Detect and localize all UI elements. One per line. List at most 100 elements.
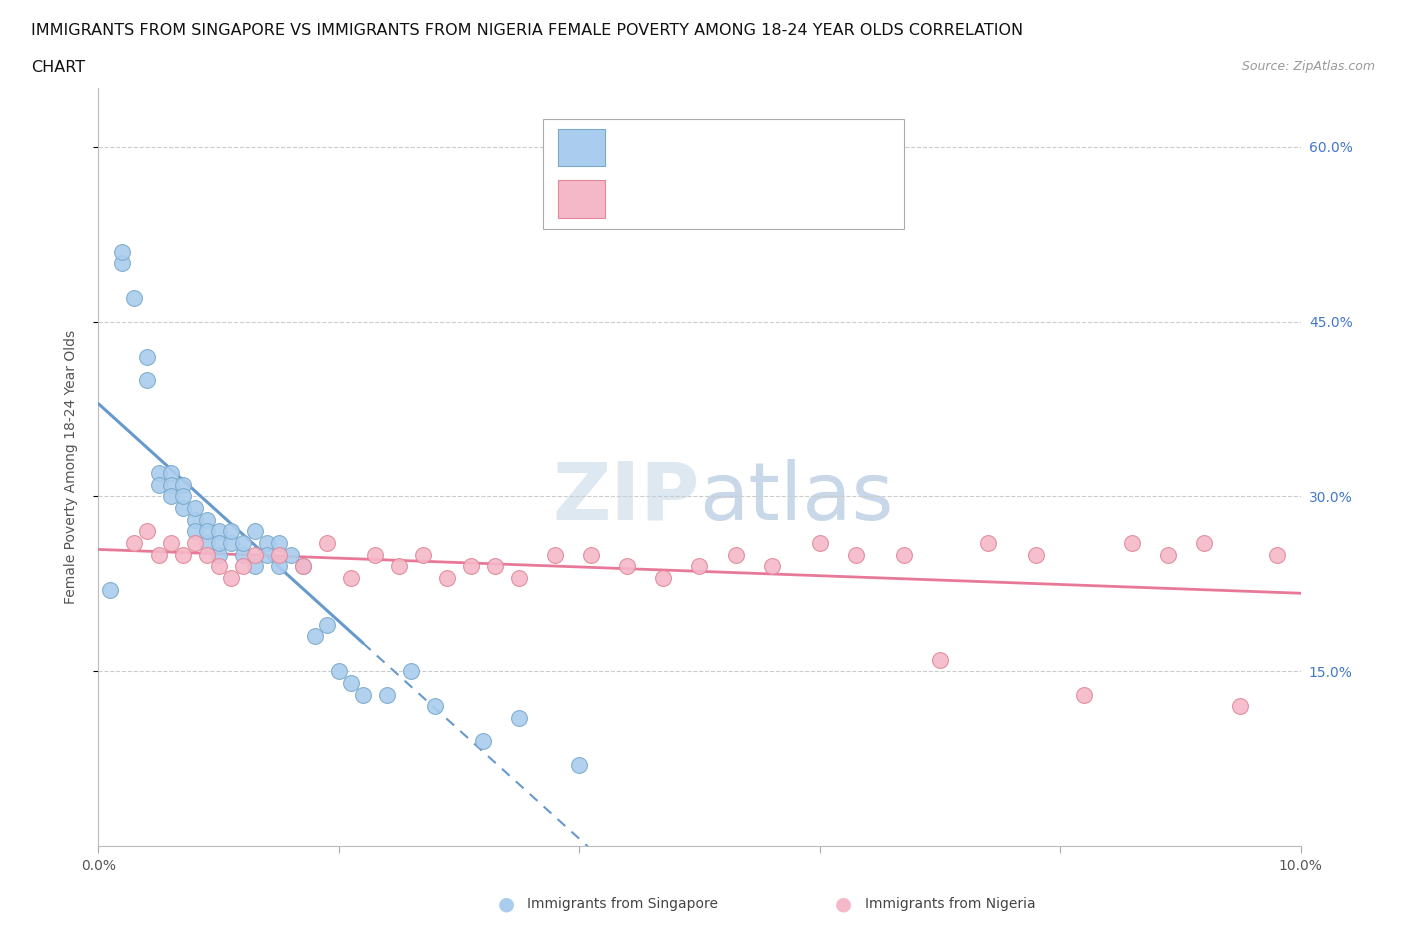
- Point: [195, 536, 218, 551]
- Point: [315, 618, 337, 632]
- Text: R =: R =: [619, 192, 647, 206]
- Point: [375, 687, 398, 702]
- Point: [1157, 548, 1180, 563]
- Point: [243, 548, 266, 563]
- Point: [256, 548, 278, 563]
- Point: [304, 629, 326, 644]
- Point: [148, 477, 170, 492]
- Point: [172, 489, 194, 504]
- Point: [135, 349, 157, 364]
- Point: [232, 559, 254, 574]
- Point: [243, 559, 266, 574]
- Text: R =: R =: [619, 140, 647, 154]
- FancyBboxPatch shape: [558, 180, 605, 218]
- Text: Immigrants from Singapore: Immigrants from Singapore: [527, 897, 718, 911]
- Text: 0.156: 0.156: [673, 140, 721, 154]
- Point: [100, 582, 122, 597]
- Point: [159, 477, 181, 492]
- Point: [183, 512, 205, 527]
- Point: [267, 536, 290, 551]
- Point: [267, 559, 290, 574]
- Text: ●: ●: [835, 895, 852, 913]
- Point: [388, 559, 411, 574]
- Point: [544, 548, 567, 563]
- Point: [280, 548, 302, 563]
- Point: [724, 548, 747, 563]
- Point: [291, 559, 314, 574]
- Point: [1121, 536, 1143, 551]
- Point: [219, 536, 242, 551]
- Point: [111, 245, 134, 259]
- Text: N = 41: N = 41: [749, 192, 801, 206]
- Point: [460, 559, 482, 574]
- Point: [412, 548, 434, 563]
- Point: [111, 256, 134, 271]
- Point: [315, 536, 337, 551]
- Point: [1265, 548, 1288, 563]
- Point: [929, 652, 952, 667]
- Point: [423, 699, 446, 714]
- Point: [232, 548, 254, 563]
- Point: [148, 466, 170, 481]
- Point: [159, 489, 181, 504]
- Point: [808, 536, 831, 551]
- Point: [1194, 536, 1216, 551]
- Point: [159, 466, 181, 481]
- Point: [1025, 548, 1047, 563]
- Point: [508, 571, 530, 586]
- Point: [977, 536, 1000, 551]
- Point: [124, 291, 146, 306]
- Point: [845, 548, 868, 563]
- Text: Source: ZipAtlas.com: Source: ZipAtlas.com: [1241, 60, 1375, 73]
- Y-axis label: Female Poverty Among 18-24 Year Olds: Female Poverty Among 18-24 Year Olds: [63, 330, 77, 604]
- Point: [267, 548, 290, 563]
- Point: [291, 559, 314, 574]
- Text: IMMIGRANTS FROM SINGAPORE VS IMMIGRANTS FROM NIGERIA FEMALE POVERTY AMONG 18-24 : IMMIGRANTS FROM SINGAPORE VS IMMIGRANTS …: [31, 23, 1024, 38]
- Point: [568, 757, 591, 772]
- Point: [508, 711, 530, 725]
- Point: [183, 524, 205, 538]
- Point: [172, 500, 194, 515]
- Point: [352, 687, 374, 702]
- Point: [208, 559, 231, 574]
- Point: [124, 536, 146, 551]
- Point: [172, 548, 194, 563]
- Point: [1229, 699, 1251, 714]
- Point: [1073, 687, 1095, 702]
- Point: [135, 524, 157, 538]
- Point: [159, 536, 181, 551]
- Point: [399, 664, 422, 679]
- Point: [183, 536, 205, 551]
- Point: [616, 559, 638, 574]
- Point: [689, 559, 711, 574]
- Point: [219, 571, 242, 586]
- Point: [232, 536, 254, 551]
- Point: [208, 524, 231, 538]
- Point: [340, 571, 363, 586]
- Point: [364, 548, 387, 563]
- Point: [183, 500, 205, 515]
- Text: Immigrants from Nigeria: Immigrants from Nigeria: [865, 897, 1035, 911]
- Point: [243, 524, 266, 538]
- Point: [195, 524, 218, 538]
- FancyBboxPatch shape: [543, 119, 904, 229]
- FancyBboxPatch shape: [558, 128, 605, 166]
- Point: [208, 536, 231, 551]
- Point: [256, 536, 278, 551]
- Point: [436, 571, 458, 586]
- Point: [484, 559, 506, 574]
- Point: [340, 675, 363, 690]
- Point: [148, 548, 170, 563]
- Point: [652, 571, 675, 586]
- Point: [893, 548, 915, 563]
- Point: [172, 477, 194, 492]
- Text: atlas: atlas: [700, 458, 894, 537]
- Text: -0.291: -0.291: [673, 192, 727, 206]
- Point: [761, 559, 783, 574]
- Text: N = 46: N = 46: [749, 140, 801, 154]
- Point: [135, 372, 157, 387]
- Point: [219, 524, 242, 538]
- Point: [472, 734, 495, 749]
- Text: CHART: CHART: [31, 60, 84, 75]
- Point: [195, 512, 218, 527]
